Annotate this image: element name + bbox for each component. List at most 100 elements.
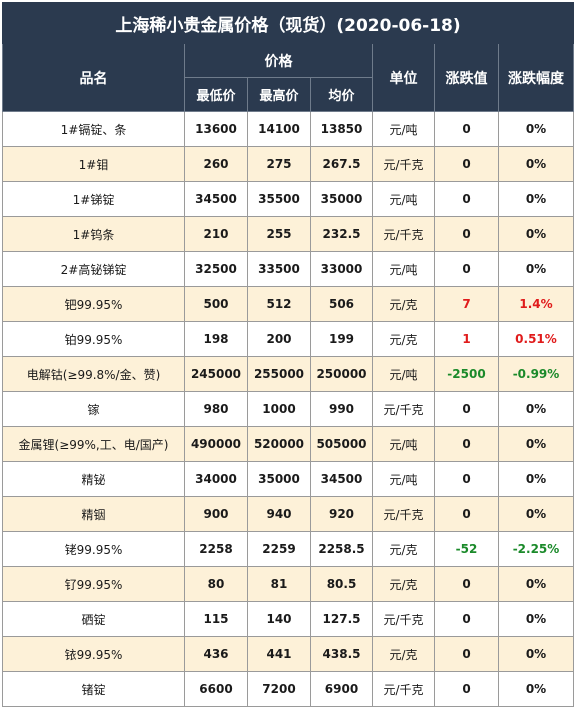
cell-change-pct: 0% [498,181,574,217]
cell-high: 2259 [247,531,311,567]
table-row: 1#锑锭 34500 35500 35000 元/吨 0 0% [2,181,574,217]
cell-high: 255000 [247,356,311,392]
cell-low: 34500 [184,181,248,217]
cell-low: 13600 [184,111,248,147]
cell-high: 14100 [247,111,311,147]
cell-low: 34000 [184,461,248,497]
cell-unit: 元/克 [372,636,435,672]
cell-avg: 6900 [310,671,373,707]
cell-change: 0 [434,426,499,462]
cell-low: 490000 [184,426,248,462]
cell-low: 900 [184,496,248,532]
cell-low: 2258 [184,531,248,567]
cell-low: 115 [184,601,248,637]
cell-change-pct: 0.51% [498,321,574,357]
cell-unit: 元/克 [372,286,435,322]
cell-name: 1#钼 [2,146,185,182]
cell-change: 0 [434,251,499,287]
cell-unit: 元/吨 [372,356,435,392]
cell-change: 0 [434,601,499,637]
cell-low: 210 [184,216,248,252]
table-row: 金属锂(≥99%,工、电/国产) 490000 520000 505000 元/吨 0 0% [2,426,574,462]
cell-change-pct: 0% [498,566,574,602]
header-change-pct: 涨跌幅度 [498,43,574,112]
cell-change-pct: 0% [498,391,574,427]
cell-unit: 元/克 [372,531,435,567]
cell-name: 铂99.95% [2,321,185,357]
cell-avg: 34500 [310,461,373,497]
cell-high: 35500 [247,181,311,217]
cell-name: 钯99.95% [2,286,185,322]
cell-high: 275 [247,146,311,182]
table-row: 钯99.95% 500 512 506 元/克 7 1.4% [2,286,574,322]
cell-high: 1000 [247,391,311,427]
table-row: 锗锭 6600 7200 6900 元/千克 0 0% [2,671,574,707]
cell-name: 1#锑锭 [2,181,185,217]
cell-change: -2500 [434,356,499,392]
cell-unit: 元/吨 [372,251,435,287]
cell-high: 35000 [247,461,311,497]
cell-avg: 80.5 [310,566,373,602]
cell-change: 0 [434,216,499,252]
cell-unit: 元/千克 [372,671,435,707]
cell-name: 精铋 [2,461,185,497]
cell-high: 33500 [247,251,311,287]
header-low: 最低价 [184,77,248,112]
cell-avg: 505000 [310,426,373,462]
cell-low: 32500 [184,251,248,287]
cell-change-pct: 0% [498,251,574,287]
cell-name: 钌99.95% [2,566,185,602]
cell-change-pct: -2.25% [498,531,574,567]
cell-change-pct: 0% [498,671,574,707]
table-row: 1#镉锭、条 13600 14100 13850 元/吨 0 0% [2,111,574,147]
cell-unit: 元/吨 [372,461,435,497]
cell-change-pct: 0% [498,426,574,462]
cell-high: 7200 [247,671,311,707]
cell-change-pct: 0% [498,461,574,497]
table-row: 镓 980 1000 990 元/千克 0 0% [2,391,574,427]
table-row: 电解钴(≥99.8%/金、赞) 245000 255000 250000 元/吨 -250… [2,356,574,392]
cell-high: 512 [247,286,311,322]
cell-unit: 元/吨 [372,181,435,217]
table-row: 铑99.95% 2258 2259 2258.5 元/克 -52 -2.25% [2,531,574,567]
cell-change: 0 [434,111,499,147]
cell-change: 0 [434,391,499,427]
header-unit: 单位 [372,43,435,112]
cell-unit: 元/千克 [372,391,435,427]
cell-change-pct: 0% [498,111,574,147]
table-row: 1#钨条 210 255 232.5 元/千克 0 0% [2,216,574,252]
cell-unit: 元/千克 [372,146,435,182]
cell-avg: 232.5 [310,216,373,252]
cell-name: 2#高铋锑锭 [2,251,185,287]
cell-change: 0 [434,636,499,672]
cell-low: 80 [184,566,248,602]
table-row: 2#高铋锑锭 32500 33500 33000 元/吨 0 0% [2,251,574,287]
cell-name: 电解钴(≥99.8%/金、赞) [2,356,185,392]
cell-avg: 199 [310,321,373,357]
cell-high: 520000 [247,426,311,462]
cell-unit: 元/克 [372,566,435,602]
cell-name: 镓 [2,391,185,427]
cell-change: -52 [434,531,499,567]
cell-high: 140 [247,601,311,637]
cell-unit: 元/千克 [372,496,435,532]
cell-change: 0 [434,671,499,707]
cell-low: 260 [184,146,248,182]
cell-avg: 127.5 [310,601,373,637]
cell-low: 245000 [184,356,248,392]
cell-avg: 2258.5 [310,531,373,567]
cell-change-pct: -0.99% [498,356,574,392]
table-row: 钌99.95% 80 81 80.5 元/克 0 0% [2,566,574,602]
header-price-group: 价格 [184,43,373,78]
cell-change-pct: 0% [498,216,574,252]
cell-high: 940 [247,496,311,532]
cell-unit: 元/吨 [372,426,435,462]
cell-name: 1#镉锭、条 [2,111,185,147]
cell-high: 441 [247,636,311,672]
cell-change: 0 [434,146,499,182]
cell-name: 精铟 [2,496,185,532]
table-row: 硒锭 115 140 127.5 元/千克 0 0% [2,601,574,637]
header-high: 最高价 [247,77,311,112]
cell-change: 0 [434,461,499,497]
